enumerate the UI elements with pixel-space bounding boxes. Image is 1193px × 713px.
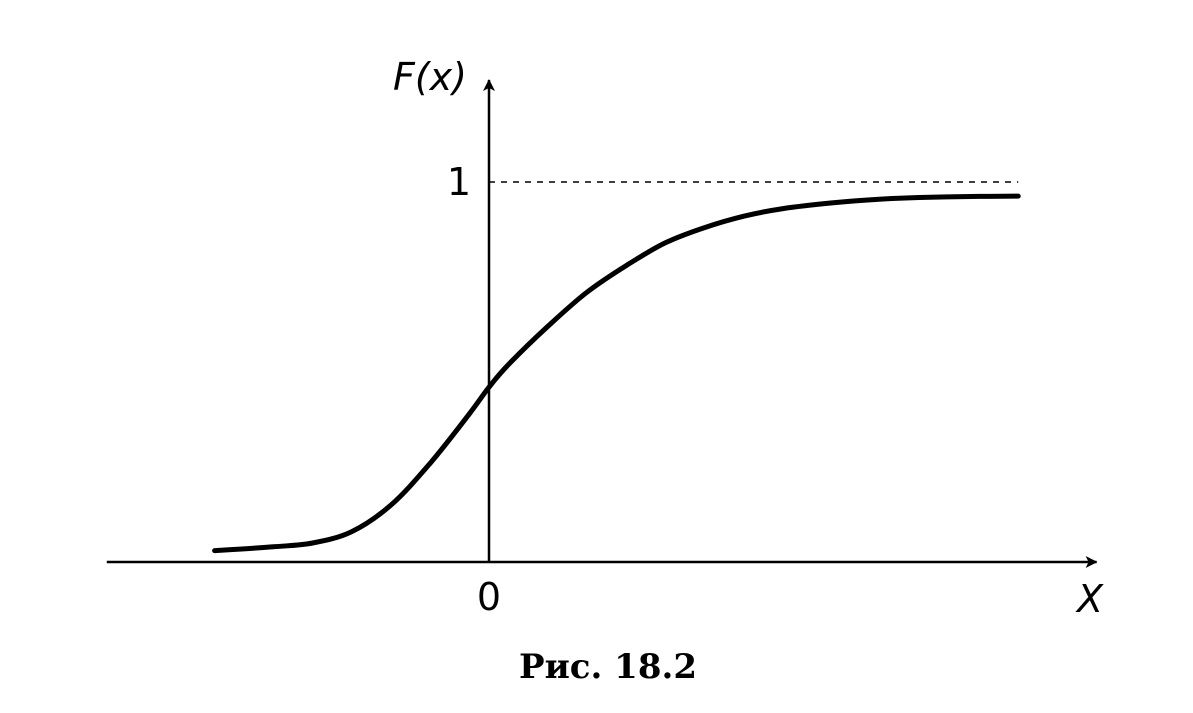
figure-caption: Рис. 18.2: [519, 647, 697, 687]
y-tick-label: 1: [447, 160, 471, 204]
plot-area: 01 X F(x): [106, 55, 1104, 621]
tick-labels: 01: [447, 160, 501, 619]
x-tick-label: 0: [477, 575, 501, 619]
y-axis-label: F(x): [393, 55, 467, 99]
cdf-curve: [212, 193, 1021, 554]
x-axis-label: X: [1075, 577, 1104, 621]
